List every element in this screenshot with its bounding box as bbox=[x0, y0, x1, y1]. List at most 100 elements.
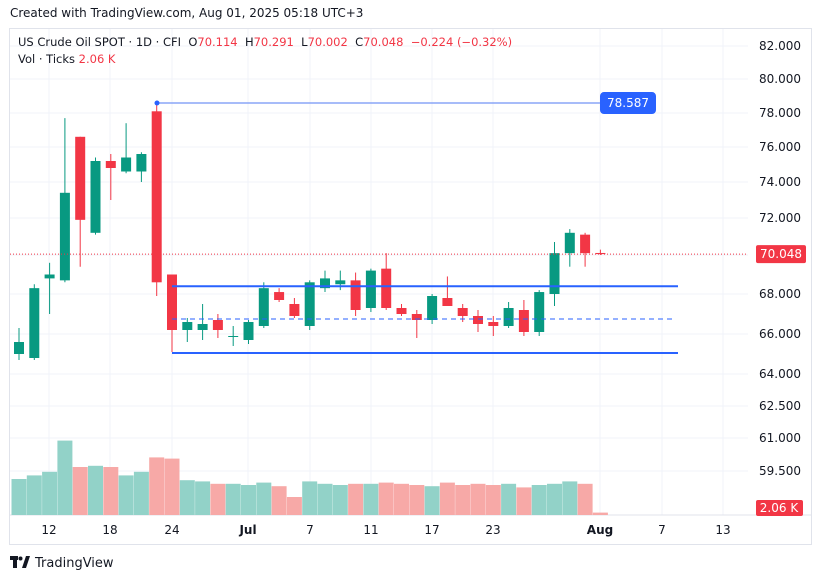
candle-body[interactable] bbox=[488, 322, 499, 326]
volume-bar bbox=[547, 483, 562, 515]
candle-body[interactable] bbox=[289, 304, 300, 316]
price-axis-label: 66.000 bbox=[759, 327, 801, 341]
candle-body[interactable] bbox=[258, 288, 269, 326]
candle-body[interactable] bbox=[549, 253, 560, 294]
volume-bar bbox=[439, 482, 455, 515]
high-price-badge[interactable] bbox=[600, 92, 656, 115]
symbol-label[interactable]: US Crude Oil SPOT · 1D · CFI bbox=[18, 35, 181, 49]
candle-body[interactable] bbox=[320, 278, 330, 289]
close-value: 70.048 bbox=[363, 35, 404, 49]
volume-bar bbox=[394, 483, 409, 515]
last-volume-badge-text: 2.06 K bbox=[760, 501, 800, 515]
volume-bar bbox=[302, 481, 318, 515]
candle-body[interactable] bbox=[518, 310, 529, 332]
candle-body[interactable] bbox=[304, 282, 315, 326]
candle-body[interactable] bbox=[228, 336, 239, 337]
time-axis-label: Jul bbox=[238, 523, 256, 537]
candle-body[interactable] bbox=[105, 161, 116, 168]
candle-body[interactable] bbox=[411, 314, 422, 320]
volume-value: 2.06 K bbox=[78, 52, 116, 66]
close-label: C bbox=[355, 35, 364, 49]
chart-frame[interactable] bbox=[9, 28, 812, 545]
candle-body[interactable] bbox=[350, 280, 361, 310]
candle-body[interactable] bbox=[335, 280, 346, 285]
tradingview-footer: TradingView bbox=[10, 556, 114, 571]
candle-body[interactable] bbox=[136, 154, 147, 172]
candle-body[interactable] bbox=[580, 234, 591, 254]
volume-bar bbox=[516, 487, 532, 515]
volume-bar bbox=[317, 483, 333, 515]
volume-bar bbox=[455, 485, 471, 515]
volume-bar bbox=[256, 482, 272, 515]
candle-body[interactable] bbox=[457, 308, 468, 316]
candle-body[interactable] bbox=[121, 157, 132, 172]
volume-label: Vol · Ticks bbox=[18, 52, 76, 66]
volume-bar bbox=[164, 458, 180, 515]
volume-bar bbox=[592, 512, 608, 515]
volume-bar bbox=[195, 481, 211, 515]
candle-body[interactable] bbox=[59, 192, 70, 281]
change-value: −0.224 (−0.32%) bbox=[410, 35, 513, 49]
time-axis-label: 7 bbox=[658, 523, 666, 537]
candle-body[interactable] bbox=[381, 268, 392, 308]
volume-bar bbox=[103, 467, 119, 515]
high-ray-anchor[interactable] bbox=[154, 100, 160, 106]
candle-body[interactable] bbox=[75, 136, 86, 220]
time-axis-label: 13 bbox=[715, 523, 730, 537]
volume-bar bbox=[133, 471, 149, 515]
time-axis-label: Aug bbox=[587, 523, 613, 537]
candle-body[interactable] bbox=[503, 308, 514, 326]
high-value: 70.291 bbox=[253, 35, 294, 49]
volume-bar bbox=[286, 497, 302, 515]
price-axis-label: 68.000 bbox=[759, 287, 801, 301]
candle-body[interactable] bbox=[167, 274, 177, 331]
ohlc-legend[interactable]: US Crude Oil SPOT · 1D · CFI O70.114 H70… bbox=[18, 35, 512, 49]
volume-bar bbox=[348, 483, 364, 515]
candle-body[interactable] bbox=[29, 288, 40, 358]
volume-legend[interactable]: Vol · Ticks 2.06 K bbox=[18, 52, 115, 66]
candle-body[interactable] bbox=[274, 292, 285, 300]
candle-body[interactable] bbox=[151, 111, 162, 283]
candle-body[interactable] bbox=[90, 161, 101, 233]
time-axis-label: 18 bbox=[102, 523, 117, 537]
volume-bar bbox=[88, 465, 103, 515]
last-volume-badge[interactable] bbox=[756, 500, 803, 516]
last-price-badge-text: 70.048 bbox=[760, 247, 802, 261]
volume-bar bbox=[562, 481, 578, 515]
tradingview-brand: TradingView bbox=[35, 556, 114, 571]
volume-bar bbox=[424, 486, 440, 515]
candle-body[interactable] bbox=[365, 270, 376, 308]
volume-bar bbox=[210, 483, 226, 515]
low-label: L bbox=[301, 35, 308, 49]
low-value: 70.002 bbox=[307, 35, 348, 49]
time-axis-label: 7 bbox=[306, 523, 314, 537]
high-label: H bbox=[244, 35, 254, 49]
price-axis-label: 76.000 bbox=[759, 140, 801, 154]
price-axis-label: 62.500 bbox=[759, 399, 801, 413]
price-axis-label: 74.000 bbox=[759, 175, 801, 189]
volume-bar bbox=[271, 486, 287, 515]
time-axis-label: 11 bbox=[363, 523, 378, 537]
candle-body[interactable] bbox=[534, 292, 545, 332]
last-price-badge[interactable] bbox=[756, 245, 806, 264]
candle-body[interactable] bbox=[44, 274, 55, 279]
volume-bar bbox=[531, 485, 547, 515]
candle-body[interactable] bbox=[442, 298, 453, 306]
candle-body[interactable] bbox=[14, 342, 24, 354]
volume-bar bbox=[118, 475, 134, 515]
price-axis-label: 72.000 bbox=[759, 211, 801, 225]
volume-bar bbox=[26, 475, 42, 515]
candle-body[interactable] bbox=[197, 324, 208, 330]
candle-body[interactable] bbox=[473, 316, 483, 324]
candle-body[interactable] bbox=[595, 252, 606, 255]
candle-body[interactable] bbox=[212, 320, 223, 330]
candle-body[interactable] bbox=[182, 322, 193, 330]
volume-bar bbox=[57, 440, 73, 515]
candle-body[interactable] bbox=[243, 322, 254, 340]
candle-body[interactable] bbox=[396, 308, 407, 314]
candle-body[interactable] bbox=[427, 296, 438, 320]
candle-body[interactable] bbox=[564, 232, 575, 254]
time-axis-label: 17 bbox=[424, 523, 439, 537]
price-axis-label: 59.500 bbox=[759, 464, 801, 478]
